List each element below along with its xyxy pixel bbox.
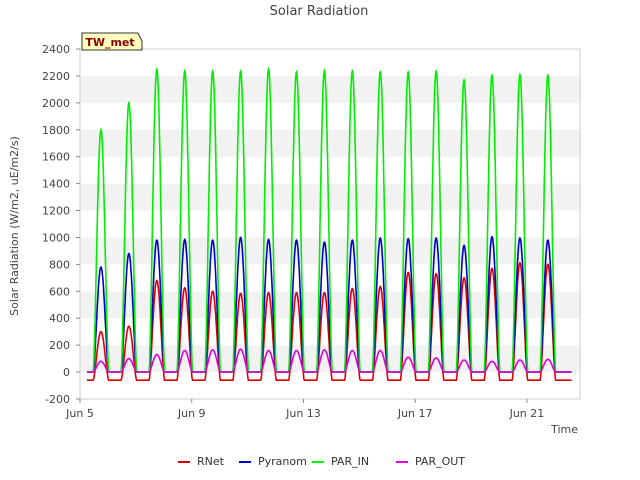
legend-label: Pyranom (258, 455, 307, 468)
y-tick-label: 1200 (42, 205, 70, 218)
chart-title: Solar Radiation (270, 4, 369, 19)
y-tick-label: -200 (45, 393, 70, 406)
site-annotation: TW_met (85, 36, 134, 49)
series-layer (87, 66, 572, 382)
y-tick-label: 2000 (42, 97, 70, 110)
x-tick-label: Jun 9 (177, 407, 206, 420)
y-axis-label: Solar Radiation (W/m2, uE/m2/s) (8, 136, 21, 316)
y-tick-label: 400 (49, 312, 70, 325)
grid-band (80, 102, 580, 130)
y-tick-label: 200 (49, 339, 70, 352)
y-tick-label: 1000 (42, 231, 70, 244)
legend-label: RNet (197, 455, 225, 468)
x-tick-label: Jun 21 (509, 407, 545, 420)
y-tick-label: 2200 (42, 70, 70, 83)
grid-band (80, 372, 580, 399)
y-tick-label: 1800 (42, 124, 70, 137)
x-tick-label: Jun 17 (397, 407, 433, 420)
plot-frame (79, 48, 581, 400)
grid-band (80, 129, 580, 157)
grid-band (80, 75, 580, 103)
grid-band (80, 183, 580, 211)
y-tick-label: 1600 (42, 151, 70, 164)
site-annotation-box: TW_met (81, 32, 143, 51)
legend-label: PAR_IN (331, 455, 369, 468)
y-axis: -200 0 200 400 600 800 1000 1200 1400 1600 1800 200… (42, 43, 80, 406)
x-tick-label: Jun 5 (65, 407, 94, 420)
x-axis-label: Time (550, 423, 578, 436)
y-tick-label: 600 (49, 285, 70, 298)
y-tick-label: 0 (63, 366, 70, 379)
legend: RNet Pyranom PAR_IN PAR_OUT (178, 455, 465, 468)
legend-label: PAR_OUT (415, 455, 465, 468)
y-tick-label: 2400 (42, 43, 70, 56)
x-axis: Jun 5 Jun 9 Jun 13 Jun 17 Jun 21 (65, 399, 544, 420)
y-tick-label: 800 (49, 258, 70, 271)
grid-band (80, 210, 580, 238)
series-line-par-out (87, 348, 572, 373)
x-tick-label: Jun 13 (285, 407, 321, 420)
grid-band (80, 49, 580, 76)
y-tick-label: 1400 (42, 178, 70, 191)
grid-band (80, 156, 580, 184)
series-line-rnet (87, 261, 572, 382)
